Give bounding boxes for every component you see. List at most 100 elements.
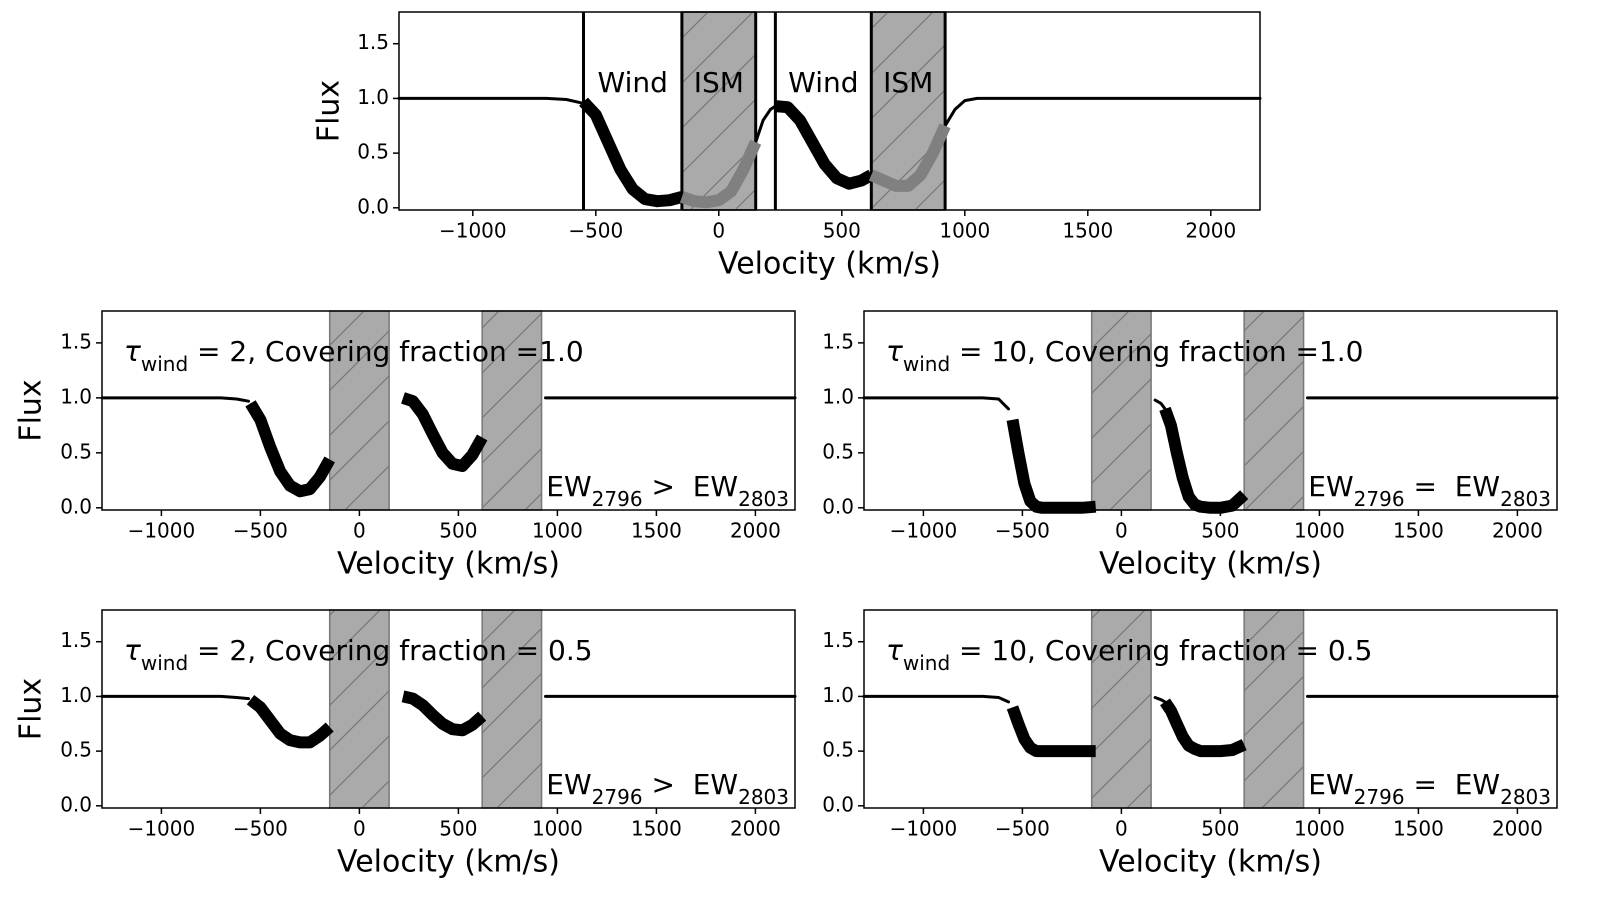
panel: −1000 −500 0 500 1000 1500 2000 0.0 0.5 1.0 1.5 Vel… xyxy=(14,609,797,880)
axes-frame xyxy=(398,11,1261,211)
x-tick-label: 500 xyxy=(439,817,477,841)
annotation-text: τ xyxy=(124,634,141,667)
x-tick-label: 1500 xyxy=(1393,817,1444,841)
span-hatch xyxy=(1091,311,1152,510)
y-tick-label: 1.5 xyxy=(822,628,854,652)
thick-segment xyxy=(401,690,487,737)
axes-frame xyxy=(863,310,1558,511)
subscript: wind xyxy=(903,352,950,376)
y-tick-label: 0.0 xyxy=(60,792,92,816)
thick-segment xyxy=(1006,418,1097,514)
y-tick-label: 0.5 xyxy=(822,439,854,463)
subscript: wind xyxy=(903,651,950,675)
x-tick-label: 1000 xyxy=(1294,519,1345,543)
subscript: wind xyxy=(141,651,188,675)
annotation-text: τ xyxy=(124,335,141,368)
region-label: ISM xyxy=(694,66,744,99)
x-tick-label: −1000 xyxy=(128,519,196,543)
annotation: EW2796 > EW2803 xyxy=(546,768,789,809)
x-tick-label: 2000 xyxy=(730,519,781,543)
x-tick-label: 0 xyxy=(1115,519,1128,543)
y-tick-label: 0.5 xyxy=(60,738,92,762)
y-tick-label: 1.5 xyxy=(822,329,854,353)
subscript: 2796 xyxy=(592,487,643,511)
x-axis-label: Velocity (km/s) xyxy=(337,547,560,582)
x-tick-label: 0 xyxy=(1115,817,1128,841)
x-tick-label: −500 xyxy=(995,519,1050,543)
span-hatch xyxy=(482,610,542,808)
thick-segment xyxy=(246,694,334,749)
annotation-text: EW xyxy=(546,470,591,503)
y-tick-label: 0.0 xyxy=(822,494,854,518)
y-tick-label: 0.0 xyxy=(822,792,854,816)
y-tick-label: 1.0 xyxy=(60,384,92,408)
y-tick-label: 1.0 xyxy=(822,683,854,707)
x-tick-label: 1000 xyxy=(1294,817,1345,841)
x-tick-label: 1500 xyxy=(1062,219,1113,243)
annotation-text: = 2, Covering fraction = 0.5 xyxy=(188,634,592,667)
x-tick-label: 0 xyxy=(353,519,366,543)
profile-line xyxy=(397,96,1262,144)
region-label: Wind xyxy=(788,66,858,99)
y-tick-label: 0.5 xyxy=(357,140,389,164)
y-tick-label: 1.5 xyxy=(60,628,92,652)
x-tick-label: 500 xyxy=(1201,817,1239,841)
span-hatch xyxy=(482,311,542,510)
annotation: EW2796 > EW2803 xyxy=(546,470,789,511)
span-hatch xyxy=(329,311,390,510)
y-tick-label: 1.5 xyxy=(60,329,92,353)
profile-line xyxy=(862,396,1559,411)
x-tick-label: 2000 xyxy=(1492,817,1543,841)
x-tick-label: −1000 xyxy=(890,519,958,543)
x-tick-label: 2000 xyxy=(730,817,781,841)
x-tick-label: −500 xyxy=(995,817,1050,841)
y-tick-label: 0.5 xyxy=(822,738,854,762)
annotation: τwind = 10, Covering fraction =1.0 xyxy=(886,335,1363,376)
thick-segment xyxy=(679,139,762,209)
annotation-text: = 2, Covering fraction =1.0 xyxy=(188,335,584,368)
y-tick-label: 1.5 xyxy=(357,30,389,54)
annotation-text: τ xyxy=(886,634,903,667)
subscript: 2796 xyxy=(1354,785,1405,809)
thick-segment xyxy=(1160,698,1247,758)
annotation: τwind = 2, Covering fraction = 0.5 xyxy=(124,634,593,675)
profile-line xyxy=(862,694,1559,704)
x-tick-label: −1000 xyxy=(890,817,958,841)
span-hatch xyxy=(1244,311,1304,510)
annotation-text: > EW xyxy=(643,768,739,801)
x-tick-label: 1000 xyxy=(532,519,583,543)
annotation: τwind = 10, Covering fraction = 0.5 xyxy=(886,634,1372,675)
span-hatch xyxy=(1091,610,1152,808)
axes-frame xyxy=(863,609,1558,809)
annotation-text: EW xyxy=(546,768,591,801)
x-tick-label: 1500 xyxy=(1393,519,1444,543)
y-axis-label: Flux xyxy=(14,678,49,740)
annotation: EW2796 = EW2803 xyxy=(1308,470,1551,511)
profile-line xyxy=(100,396,797,403)
span-hatch xyxy=(681,12,756,210)
annotation-text: > EW xyxy=(643,470,739,503)
thick-segment xyxy=(774,100,875,190)
span-hatch xyxy=(1244,610,1304,808)
x-axis-label: Velocity (km/s) xyxy=(718,247,941,282)
x-tick-label: −1000 xyxy=(128,817,196,841)
y-tick-label: 1.0 xyxy=(822,384,854,408)
x-tick-label: −500 xyxy=(233,817,288,841)
thick-segment xyxy=(401,392,488,472)
annotation-text: EW xyxy=(1308,470,1353,503)
subscript: 2803 xyxy=(1500,487,1551,511)
x-tick-label: 500 xyxy=(1201,519,1239,543)
x-tick-label: −500 xyxy=(568,219,623,243)
y-tick-label: 1.0 xyxy=(357,85,389,109)
panel: −1000 −500 0 500 1000 1500 2000 0.0 0.5 1.0 1.5 Vel… xyxy=(312,11,1262,282)
x-tick-label: 1500 xyxy=(631,817,682,841)
subscript: 2803 xyxy=(1500,785,1551,809)
x-tick-label: 500 xyxy=(823,219,861,243)
x-tick-label: 1500 xyxy=(631,519,682,543)
annotation-text: = EW xyxy=(1405,470,1501,503)
subscript: wind xyxy=(141,352,188,376)
x-tick-label: 0 xyxy=(353,817,366,841)
subscript: 2803 xyxy=(738,487,789,511)
